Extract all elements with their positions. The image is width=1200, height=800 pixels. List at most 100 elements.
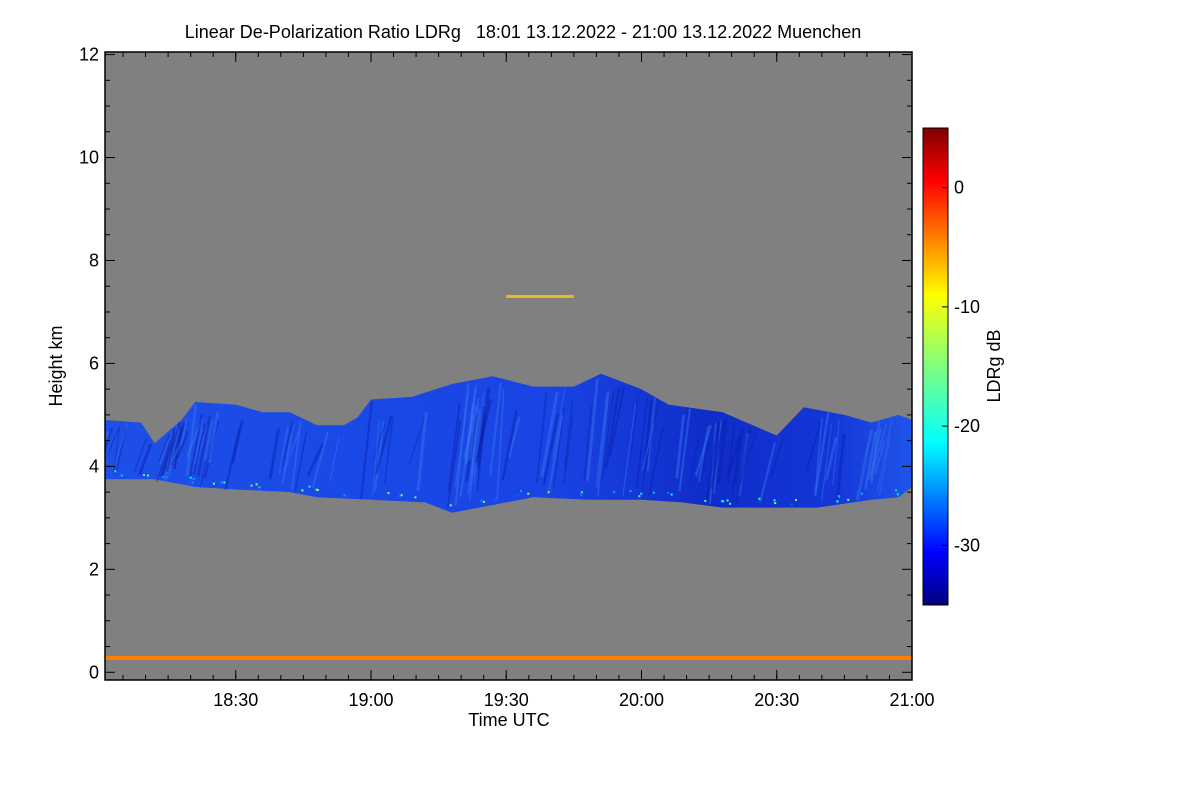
cloud-base-speckle <box>580 491 583 494</box>
cloud-base-speckle <box>220 481 223 484</box>
fall-streak <box>553 406 566 490</box>
colorbar-tick-label: -20 <box>954 416 980 436</box>
fall-streak <box>467 408 482 495</box>
cloud-base-speckle <box>629 489 632 492</box>
cloud-base-speckle <box>774 502 777 505</box>
cloud-base-speckle <box>212 482 215 485</box>
y-tick-label: 12 <box>79 45 99 65</box>
fall-streak <box>583 405 593 481</box>
fall-streak <box>278 426 289 475</box>
fall-streak <box>105 430 113 472</box>
fall-streak <box>454 382 470 506</box>
fall-streak <box>372 423 386 461</box>
fall-streak <box>177 417 188 461</box>
cloud-base-speckle <box>580 493 583 496</box>
fall-streak <box>596 391 610 496</box>
x-tick-label: 19:30 <box>484 690 529 710</box>
y-tick-label: 10 <box>79 148 99 168</box>
fall-streak <box>462 413 477 459</box>
fall-streak <box>173 438 183 469</box>
x-tick-label: 21:00 <box>889 690 934 710</box>
fall-streak <box>868 427 883 480</box>
fall-streak <box>825 436 838 480</box>
fall-streak <box>710 419 725 490</box>
fall-streak <box>563 415 574 484</box>
fall-streak <box>879 437 891 496</box>
fall-streak <box>536 391 548 484</box>
fall-streak <box>454 391 470 487</box>
cloud-base-speckle <box>387 492 390 495</box>
fall-streak <box>586 378 599 481</box>
cloud-base-speckle <box>223 481 226 484</box>
cloud-base-speckle <box>670 493 673 496</box>
cloud-base-speckle <box>613 491 616 494</box>
fall-streak <box>169 434 186 464</box>
fall-streak <box>604 387 621 469</box>
fall-streak <box>173 426 183 470</box>
fall-streak <box>196 415 212 478</box>
cloud-base-speckle <box>527 492 530 495</box>
fall-streak <box>814 417 823 494</box>
fall-streak <box>447 403 461 492</box>
fall-streak <box>162 434 175 480</box>
fall-streak <box>540 392 559 477</box>
fall-streak <box>864 431 878 490</box>
fall-streak <box>877 419 892 493</box>
colorbar-tick-label: 0 <box>954 178 964 198</box>
fall-streak <box>282 431 292 483</box>
fall-streak <box>105 430 110 445</box>
fall-streak <box>105 428 114 458</box>
cloud-base-speckle <box>795 499 797 501</box>
fall-streak <box>459 388 477 497</box>
x-tick-label: 18:30 <box>213 690 258 710</box>
fall-streak <box>737 432 750 497</box>
x-tick-label: 20:30 <box>754 690 799 710</box>
cloud-base-speckle <box>399 494 402 497</box>
fall-streak <box>716 419 728 484</box>
fall-streak <box>709 422 717 505</box>
fall-streak <box>705 421 720 500</box>
fall-streak <box>164 431 173 482</box>
fall-streak <box>157 434 171 464</box>
fall-streak <box>678 408 692 492</box>
fall-streak <box>644 400 653 462</box>
fall-streak <box>468 404 478 461</box>
y-axis-label: Height km <box>46 325 66 406</box>
fall-streak <box>496 389 505 501</box>
upper-echo <box>506 295 574 298</box>
fall-streak <box>199 422 214 488</box>
fall-streak <box>158 439 170 465</box>
cloud-base-speckle <box>189 476 192 479</box>
cloud-base-speckle <box>847 498 850 501</box>
fall-streak <box>476 406 486 459</box>
fall-streak <box>170 421 186 466</box>
fall-streak <box>641 424 655 471</box>
fall-streak <box>648 426 664 497</box>
fall-streak <box>635 397 648 489</box>
cloud-base-speckle <box>449 504 452 507</box>
cloud-base-speckle <box>860 492 863 495</box>
fall-streak <box>168 425 178 476</box>
cloud-base-speckle <box>726 499 729 502</box>
fall-streak <box>698 425 709 482</box>
chart-title: Linear De-Polarization Ratio LDRg 18:01 … <box>185 22 861 42</box>
cloud-base-speckle <box>250 484 253 487</box>
fall-streak <box>836 433 846 500</box>
fall-streak <box>734 427 744 484</box>
fall-streak <box>735 426 752 504</box>
cloud-base-speckle <box>191 481 194 484</box>
fall-streak <box>564 401 574 471</box>
fall-streak <box>161 428 176 479</box>
fall-streak <box>185 404 198 477</box>
fall-streak <box>133 437 148 473</box>
fall-streak <box>231 420 244 464</box>
y-tick-label: 4 <box>89 456 99 476</box>
cloud-base-speckle <box>114 470 117 473</box>
fall-streak <box>416 411 428 492</box>
fall-streak <box>185 418 204 458</box>
cloud-base-speckle <box>837 495 840 498</box>
fall-streak <box>311 431 329 488</box>
colorbar-label: LDRg dB <box>984 329 1004 402</box>
fall-streak <box>465 383 478 464</box>
fall-streak <box>501 410 518 482</box>
